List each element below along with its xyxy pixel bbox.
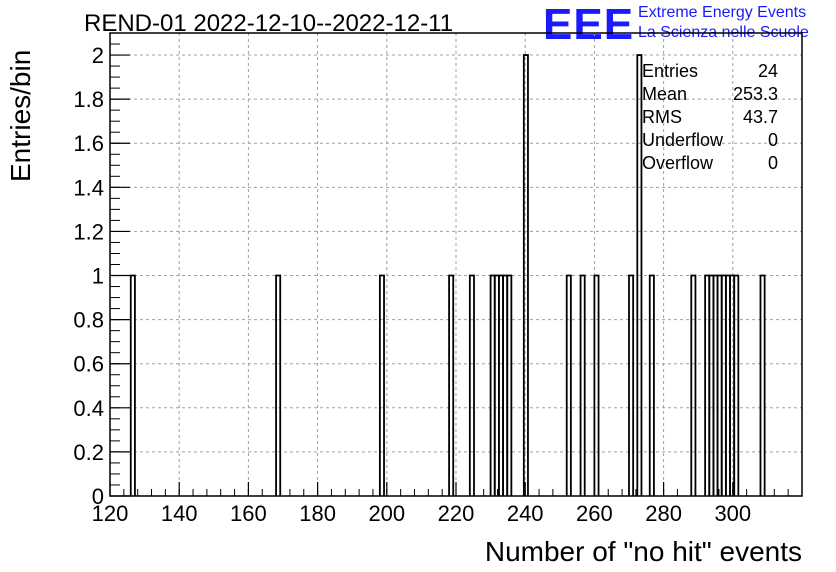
histogram-bin: [275, 274, 282, 496]
x-tick-labels: 120 140 160 180 200 220 240 260 280 300: [92, 501, 752, 526]
y-tick-label: 1.6: [73, 131, 104, 156]
y-tick-label: 1.4: [73, 175, 104, 200]
histogram-bin: [636, 54, 643, 496]
histogram-bars: [129, 54, 766, 496]
histogram-bin: [690, 274, 697, 496]
x-tick-label: 300: [714, 501, 751, 526]
plot-frame: [109, 32, 803, 497]
stat-value: 43.7: [743, 107, 778, 127]
histogram-bin: [733, 274, 740, 496]
grid-lines: [109, 33, 802, 497]
y-tick-label: 0.6: [73, 352, 104, 377]
y-tick-label: 1: [92, 264, 104, 289]
stat-value: 24: [758, 61, 778, 81]
x-tick-label: 280: [645, 501, 682, 526]
y-tick-label: 0: [92, 484, 104, 509]
y-tick-label: 0.8: [73, 308, 104, 333]
histogram-bin: [522, 54, 529, 496]
stat-label: RMS: [642, 107, 682, 127]
y-axis-label: Entries/bin: [5, 49, 36, 182]
x-tick-label: 140: [161, 501, 198, 526]
x-tick-label: 220: [438, 501, 475, 526]
stat-label: Overflow: [642, 153, 714, 173]
y-tick-label: 0.2: [73, 440, 104, 465]
x-tick-label: 260: [576, 501, 613, 526]
stat-value: 253.3: [733, 84, 778, 104]
histogram-bin: [468, 274, 475, 496]
stat-value: 0: [768, 153, 778, 173]
y-tick-label: 1.8: [73, 87, 104, 112]
stat-label: Mean: [642, 84, 687, 104]
x-tick-label: 200: [368, 501, 405, 526]
histogram-bin: [448, 274, 455, 496]
x-axis-label: Number of "no hit" events: [484, 536, 802, 567]
x-tick-label: 160: [230, 501, 267, 526]
histogram-bin: [759, 274, 766, 496]
y-tick-label: 1.2: [73, 219, 104, 244]
histogram-bin: [579, 274, 586, 496]
histogram-bin: [129, 274, 136, 496]
axis-ticks: [109, 32, 803, 497]
logo-line-1: Extreme Energy Events: [638, 4, 807, 21]
y-tick-label: 0.4: [73, 396, 104, 421]
x-tick-label: 240: [507, 501, 544, 526]
stats-box: Entries 24 Mean 253.3 RMS 43.7 Underflow 0 Overf…: [642, 61, 778, 173]
stat-label: Underflow: [642, 130, 724, 150]
x-tick-label: 120: [92, 501, 129, 526]
histogram-bin: [565, 274, 572, 496]
histogram-bin: [648, 274, 655, 496]
stat-value: 0: [768, 130, 778, 150]
histogram-bin: [506, 274, 513, 496]
x-tick-label: 180: [299, 501, 336, 526]
y-tick-labels: 0 0.2 0.4 0.6 0.8 1 1.2 1.4 1.6 1.8 2: [73, 43, 104, 509]
y-tick-label: 2: [92, 43, 104, 68]
histogram-bin: [628, 274, 635, 496]
histogram-bin: [378, 274, 385, 496]
histogram-bin: [593, 274, 600, 496]
stat-label: Entries: [642, 61, 698, 81]
eee-logo-mark: EEE: [543, 0, 635, 49]
